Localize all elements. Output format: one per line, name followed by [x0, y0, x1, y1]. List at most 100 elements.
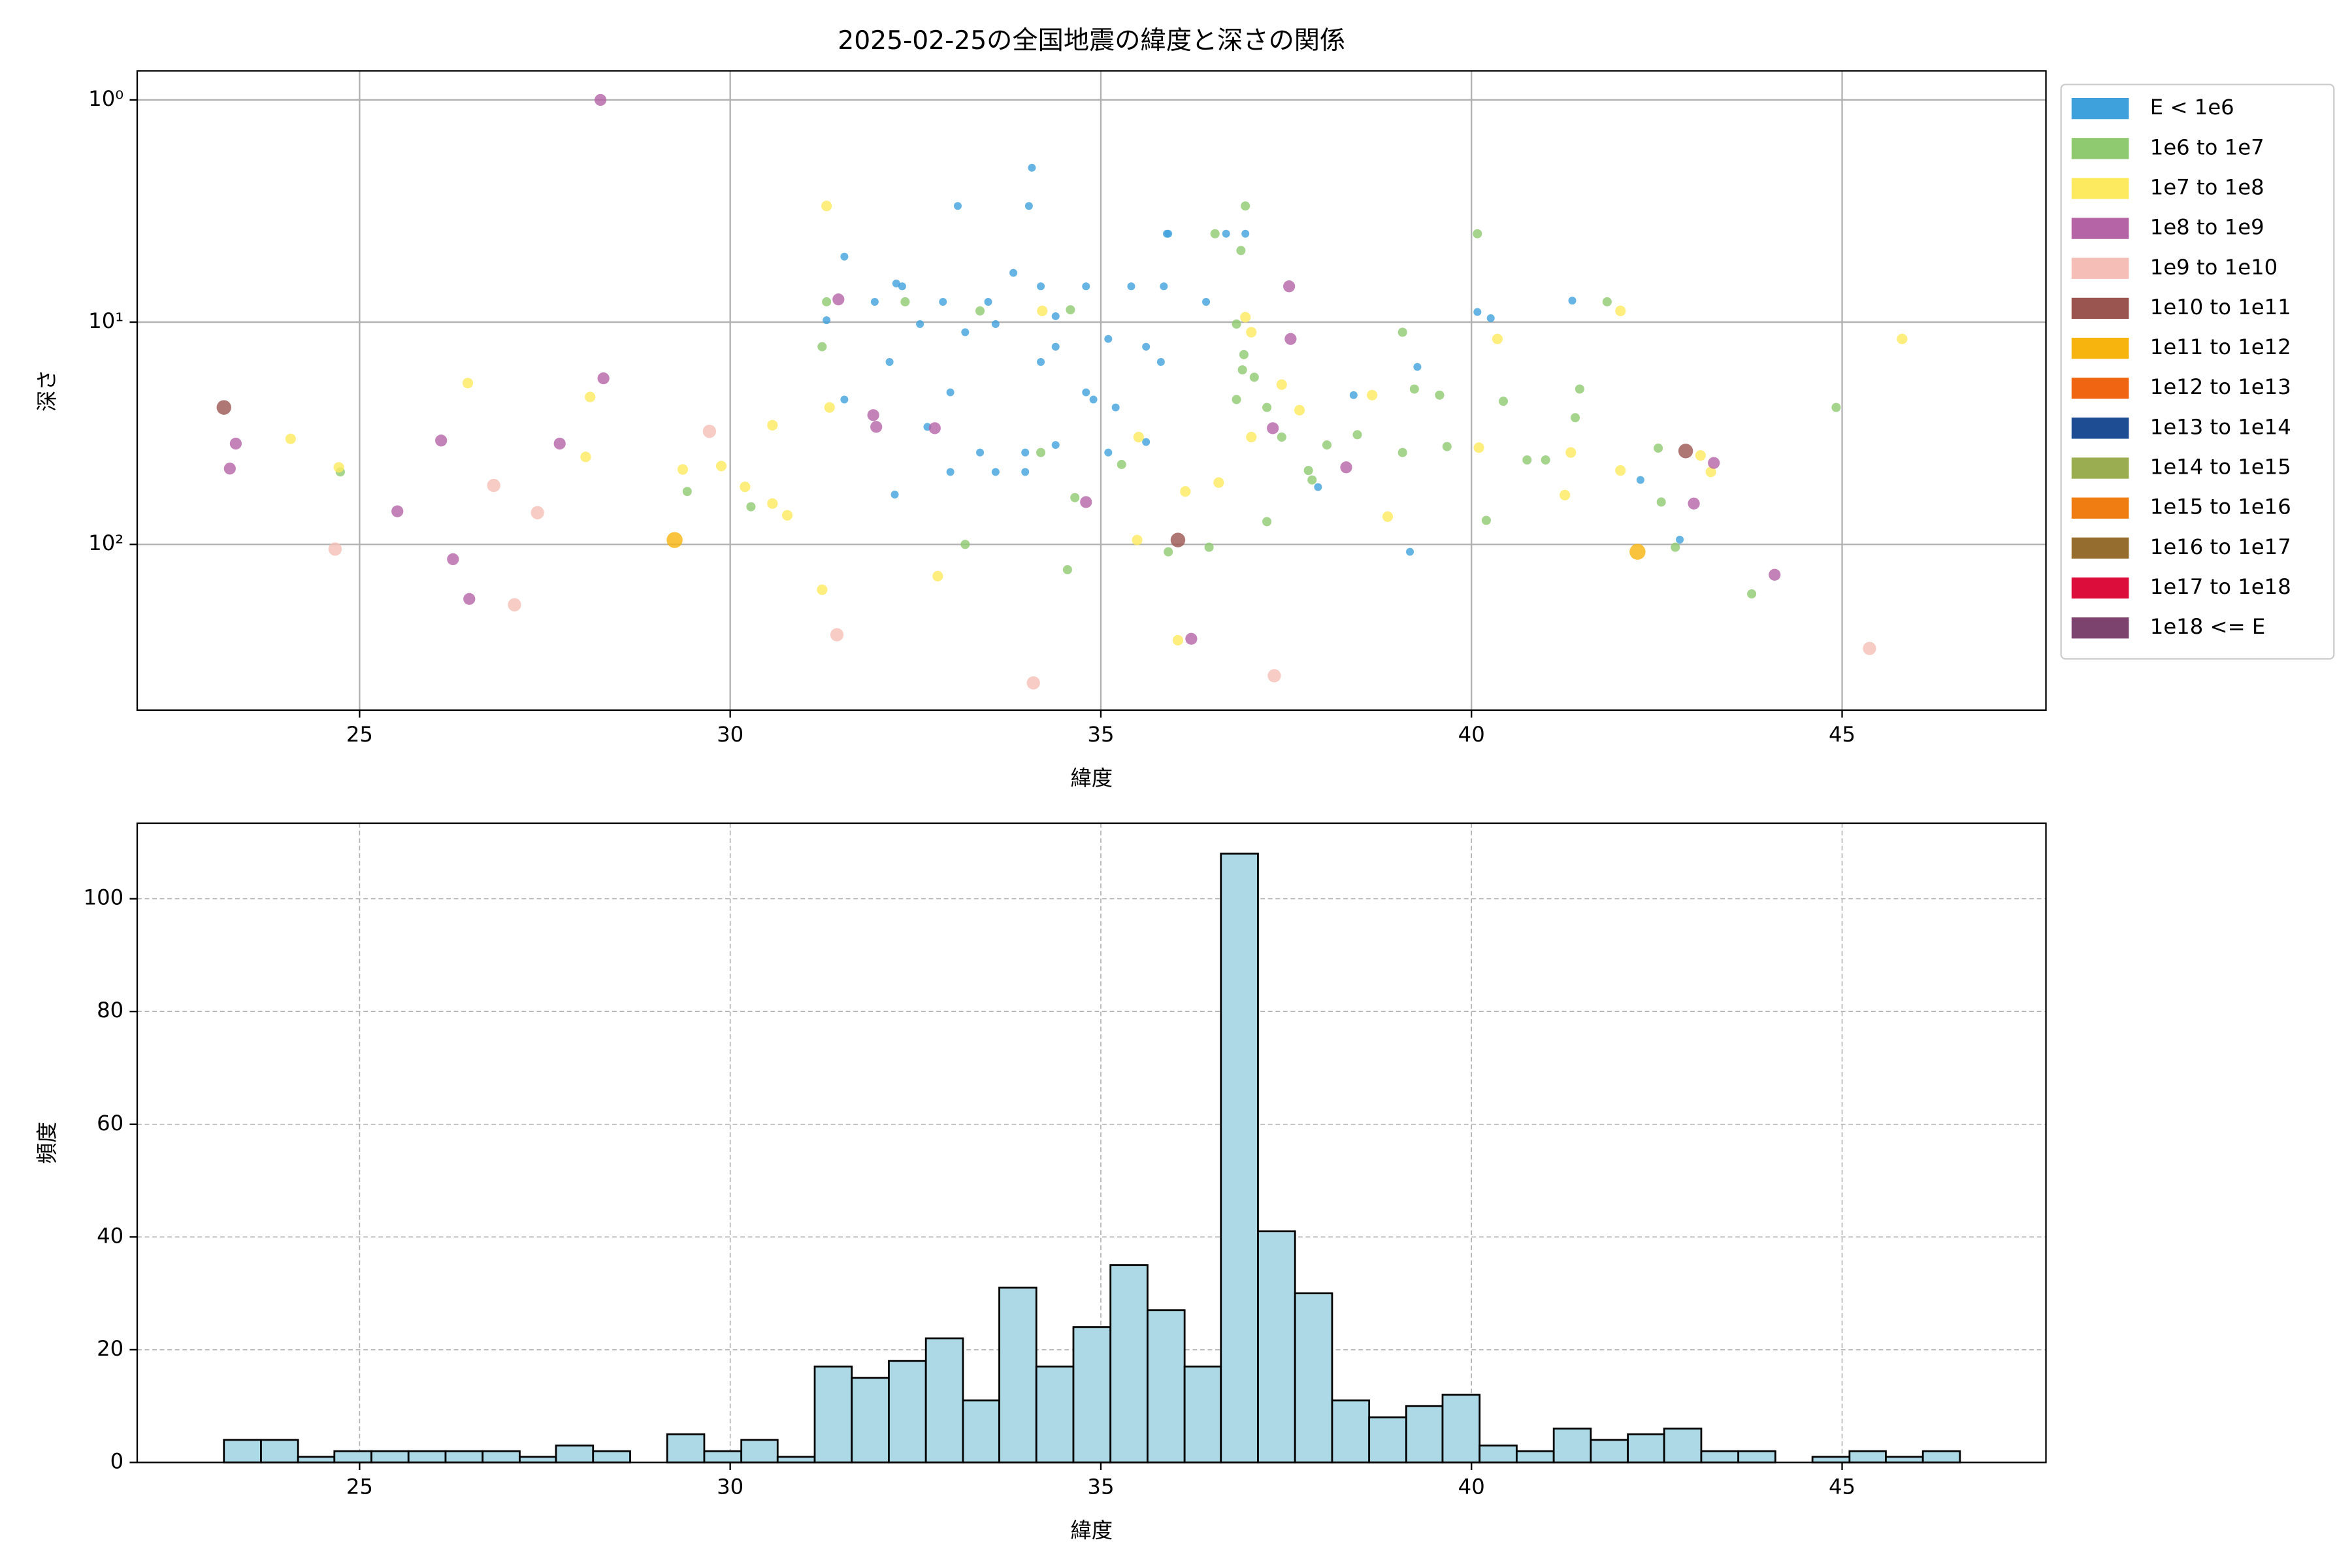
- scatter-point: [1565, 447, 1576, 458]
- scatter-point: [1089, 395, 1098, 404]
- y-tick-label: 10¹: [88, 308, 123, 333]
- legend-label: 1e11 to 1e12: [2150, 335, 2291, 359]
- legend-swatch: [2071, 577, 2129, 599]
- scatter-point: [702, 425, 717, 438]
- histogram-bar: [1552, 1428, 1592, 1463]
- legend-swatch: [2071, 218, 2129, 239]
- scatter-point: [890, 491, 899, 499]
- scatter-point: [1473, 229, 1482, 238]
- y-tick-label: 10²: [88, 531, 123, 555]
- scatter-point: [1769, 568, 1781, 581]
- histogram-bar: [482, 1450, 521, 1463]
- scatter-point: [975, 306, 985, 316]
- legend-swatch: [2071, 378, 2129, 399]
- scatter-point: [1249, 372, 1259, 382]
- scatter-point: [1021, 468, 1030, 476]
- plot-frame: [136, 70, 2047, 711]
- scatter-point: [900, 297, 910, 306]
- scatter-point: [223, 463, 236, 475]
- scatter-point: [585, 391, 596, 402]
- legend-swatch: [2071, 537, 2129, 559]
- scatter-point: [1204, 542, 1214, 552]
- scatter-point: [1026, 676, 1040, 690]
- legend-label: 1e12 to 1e13: [2150, 374, 2291, 399]
- scatter-point: [1210, 229, 1220, 238]
- scatter-point: [1117, 459, 1126, 469]
- histogram-bar: [1294, 1292, 1333, 1463]
- scatter-point: [1024, 202, 1033, 210]
- scatter-point: [822, 297, 832, 306]
- scatter-point: [821, 201, 832, 212]
- legend-label: 1e6 to 1e7: [2150, 135, 2264, 159]
- scatter-point: [1277, 432, 1286, 442]
- scatter-point: [1747, 589, 1757, 599]
- histogram-bar: [1627, 1433, 1665, 1463]
- scatter-point: [1863, 642, 1876, 655]
- x-tick-label: 40: [1458, 1475, 1485, 1499]
- scatter-point: [781, 510, 793, 521]
- scatter-point: [1028, 163, 1036, 172]
- x-tick-label: 45: [1829, 1475, 1855, 1499]
- scatter-point: [1486, 314, 1495, 323]
- scatter-point: [946, 388, 955, 397]
- x-tick-label: 35: [1087, 722, 1114, 747]
- histogram-bar: [1921, 1450, 1961, 1463]
- histogram-bar: [703, 1450, 743, 1463]
- scatter-point: [1615, 305, 1626, 316]
- scatter-point: [1435, 390, 1445, 400]
- scatter-point: [1232, 319, 1241, 329]
- scatter-point: [885, 357, 894, 366]
- histogram-bar: [260, 1439, 299, 1463]
- scatter-point: [1708, 457, 1720, 469]
- scatter-point: [1340, 461, 1352, 474]
- legend-label: 1e7 to 1e8: [2150, 174, 2264, 199]
- legend-swatch: [2071, 297, 2129, 319]
- scatter-point: [1322, 440, 1332, 450]
- scatter-point: [447, 553, 459, 566]
- scatter-point: [1671, 542, 1680, 552]
- scatter-point: [1654, 443, 1663, 453]
- scatter-point: [817, 584, 828, 595]
- scatter-point: [1051, 342, 1060, 351]
- y-tick-label: 100: [84, 885, 124, 910]
- scatter-point: [928, 422, 941, 434]
- scatter-point: [1492, 333, 1503, 344]
- histogram-bar: [407, 1450, 447, 1463]
- scatter-point: [1615, 465, 1626, 476]
- histogram-bar: [1663, 1428, 1703, 1463]
- scatter-point: [1222, 229, 1230, 238]
- legend-swatch: [2071, 138, 2129, 159]
- scatter-point: [1162, 229, 1171, 238]
- legend-label: 1e17 to 1e18: [2150, 574, 2291, 599]
- histogram-bar: [1516, 1450, 1555, 1463]
- scatter-point: [1232, 395, 1241, 404]
- histogram-bar: [962, 1399, 1000, 1463]
- scatter-point: [1156, 357, 1165, 366]
- scatter-point: [1036, 448, 1046, 457]
- histogram-bar: [1331, 1399, 1371, 1463]
- legend-label: 1e8 to 1e9: [2150, 215, 2264, 240]
- scatter-point: [1037, 305, 1048, 316]
- scatter-point: [1307, 475, 1317, 485]
- scatter-point: [939, 297, 947, 306]
- scatter-point: [1111, 403, 1120, 412]
- histogram-bar: [1737, 1450, 1776, 1463]
- scatter-point: [1409, 384, 1419, 394]
- scatter-point: [1413, 363, 1422, 371]
- legend-swatch: [2071, 417, 2129, 439]
- y-axis-label: 頻度: [35, 1122, 59, 1164]
- histogram-bar: [1478, 1445, 1518, 1463]
- histogram-bar: [776, 1456, 816, 1463]
- scatter-point: [746, 502, 756, 512]
- histogram-bar: [592, 1450, 631, 1463]
- scatter-point: [1397, 327, 1407, 337]
- legend-swatch: [2071, 178, 2129, 199]
- scatter-point: [1267, 422, 1279, 434]
- legend-box: [2060, 84, 2335, 660]
- histogram-bar: [666, 1433, 706, 1463]
- scatter-point: [1676, 535, 1684, 544]
- scatter-point: [1237, 365, 1247, 375]
- y-tick-label: 20: [97, 1336, 123, 1361]
- scatter-point: [229, 437, 242, 450]
